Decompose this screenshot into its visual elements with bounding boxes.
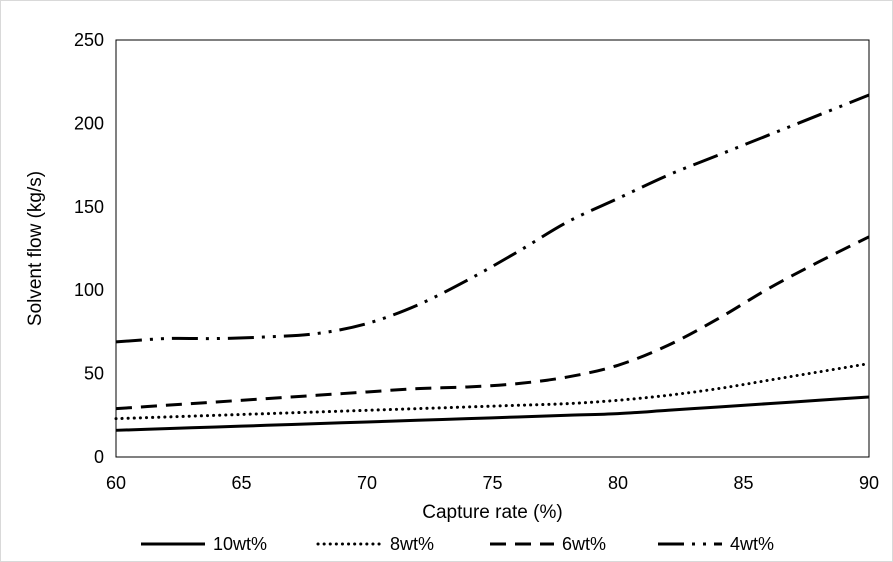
legend-item: 10wt% bbox=[141, 534, 267, 554]
series-layer bbox=[114, 93, 871, 432]
y-tick-label: 50 bbox=[84, 364, 104, 384]
y-tick-label: 0 bbox=[94, 447, 104, 467]
x-tick-label: 90 bbox=[859, 473, 879, 493]
x-tick-label: 70 bbox=[357, 473, 377, 493]
x-tick-label: 65 bbox=[231, 473, 251, 493]
legend-label: 6wt% bbox=[562, 534, 606, 554]
plot-border bbox=[115, 39, 870, 458]
x-tick-label: 80 bbox=[608, 473, 628, 493]
series-line-6wt% bbox=[115, 235, 870, 411]
series-line-8wt% bbox=[114, 362, 871, 421]
y-axis-title: Solvent flow (kg/s) bbox=[25, 171, 46, 326]
legend-label: 8wt% bbox=[390, 534, 434, 554]
y-tick-label: 250 bbox=[74, 30, 104, 50]
legend: 10wt% 8wt% 6wt% 4wt% bbox=[141, 534, 774, 554]
x-tick-label: 85 bbox=[733, 473, 753, 493]
legend-item: 8wt% bbox=[316, 534, 434, 554]
y-tick-label: 200 bbox=[74, 113, 104, 133]
tick-layer: 60 65 70 75 80 85 90 0 50 100 150 200 250 bbox=[74, 30, 879, 493]
series-line-4wt% bbox=[115, 93, 870, 344]
legend-item: 6wt% bbox=[490, 534, 606, 554]
x-tick-label: 75 bbox=[482, 473, 502, 493]
x-tick-label: 60 bbox=[106, 473, 126, 493]
legend-item: 4wt% bbox=[658, 534, 774, 554]
legend-label: 4wt% bbox=[730, 534, 774, 554]
plot-area bbox=[115, 39, 870, 458]
x-axis-title: Capture rate (%) bbox=[422, 502, 562, 523]
series-line-10wt% bbox=[115, 395, 870, 432]
y-tick-label: 150 bbox=[74, 197, 104, 217]
y-tick-label: 100 bbox=[74, 280, 104, 300]
legend-label: 10wt% bbox=[213, 534, 267, 554]
